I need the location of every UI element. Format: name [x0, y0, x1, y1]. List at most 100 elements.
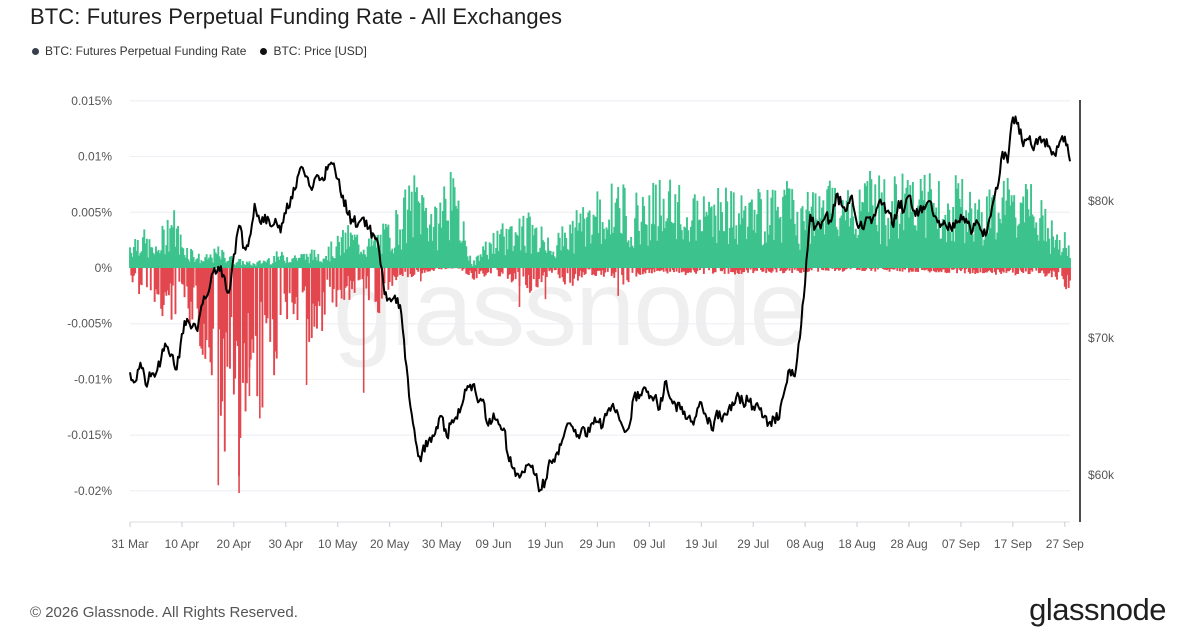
funding-bar-negative	[168, 268, 170, 296]
funding-bar-negative	[734, 268, 736, 275]
funding-bar-negative	[182, 268, 185, 285]
funding-bar-negative	[941, 268, 944, 270]
funding-bar-positive	[504, 255, 507, 268]
legend-item-funding-rate[interactable]: BTC: Futures Perpetual Funding Rate	[32, 44, 246, 58]
funding-bar-positive	[756, 214, 759, 268]
funding-bar-negative	[976, 268, 979, 274]
funding-bar-positive	[203, 261, 205, 268]
funding-bar-positive	[914, 225, 917, 268]
funding-bar-positive	[553, 256, 556, 268]
funding-bar-negative	[467, 268, 470, 276]
funding-bar-negative	[514, 268, 517, 280]
funding-bar-positive	[639, 244, 642, 268]
funding-bar-positive	[766, 189, 769, 268]
funding-bar-positive	[604, 239, 607, 268]
funding-bar-negative	[343, 268, 346, 300]
funding-bar-negative-spike	[518, 268, 521, 307]
funding-bar-negative	[771, 268, 774, 272]
funding-bar-negative	[915, 268, 918, 272]
funding-bar-positive	[966, 232, 969, 268]
funding-bar-negative	[540, 268, 543, 283]
funding-bar-negative	[266, 268, 269, 319]
funding-bar-negative	[428, 268, 431, 272]
funding-bar-negative	[627, 268, 630, 283]
funding-bar-positive	[221, 249, 224, 268]
funding-bar-negative	[331, 268, 334, 303]
funding-bar-positive	[860, 211, 862, 268]
funding-bar-negative	[858, 268, 861, 271]
funding-bar-negative	[682, 268, 685, 272]
funding-bar-positive	[628, 247, 631, 268]
funding-bar-positive	[1023, 222, 1026, 268]
funding-bar-negative	[971, 268, 974, 274]
funding-bar-positive	[623, 187, 626, 268]
funding-bar-negative	[696, 268, 699, 272]
funding-bar-positive	[260, 264, 263, 268]
funding-bar-negative	[1037, 268, 1040, 274]
funding-bar-negative	[874, 268, 877, 272]
funding-bar-positive	[508, 229, 511, 268]
funding-bar-negative	[393, 268, 396, 277]
funding-bar-negative	[745, 268, 748, 271]
funding-bar-positive	[430, 214, 433, 268]
funding-bar-positive	[983, 239, 986, 268]
funding-bar-negative	[466, 268, 469, 275]
funding-bar-negative	[218, 268, 221, 330]
funding-bar-negative	[332, 268, 335, 290]
funding-bar-negative	[686, 268, 688, 273]
funding-bar-positive	[1036, 234, 1039, 268]
funding-bar-positive	[579, 213, 582, 268]
funding-bar-positive	[444, 198, 447, 268]
funding-bar-negative	[1067, 268, 1070, 288]
x-tick-label: 20 Apr	[217, 537, 252, 551]
funding-bar-positive	[1018, 223, 1021, 268]
funding-bar-positive	[361, 254, 364, 268]
funding-bar-positive	[388, 237, 391, 268]
funding-bar-positive	[419, 234, 422, 268]
funding-bar-positive	[269, 264, 272, 268]
funding-bar-positive	[270, 264, 273, 268]
funding-bar-negative	[335, 268, 338, 307]
funding-bar-positive	[362, 249, 365, 268]
funding-bar-negative	[426, 268, 429, 272]
legend-item-price[interactable]: BTC: Price [USD]	[260, 44, 367, 58]
funding-bar-negative	[283, 268, 286, 294]
funding-bar-negative	[295, 268, 298, 298]
funding-bar-negative	[170, 268, 173, 320]
funding-bar-negative	[995, 268, 997, 275]
funding-bar-positive	[693, 194, 696, 268]
funding-bar-negative	[863, 268, 866, 271]
funding-bar-positive	[399, 229, 402, 268]
chart-legend: BTC: Futures Perpetual Funding Rate BTC:…	[32, 44, 367, 58]
funding-bar-negative	[988, 268, 991, 271]
funding-bar-negative	[201, 268, 204, 355]
funding-bar-positive	[1041, 215, 1044, 268]
funding-bar-positive	[340, 237, 343, 268]
funding-bar-negative	[937, 268, 940, 273]
funding-bar-positive	[927, 191, 930, 268]
funding-bar-positive	[787, 188, 790, 268]
funding-bar-positive	[1056, 234, 1058, 268]
funding-bar-positive	[404, 189, 407, 268]
funding-bar-positive	[280, 251, 283, 268]
funding-bar-positive	[683, 226, 686, 268]
funding-bar-positive	[431, 240, 434, 268]
funding-bar-positive	[327, 246, 330, 268]
funding-bar-positive	[578, 222, 581, 268]
funding-bar-negative	[683, 268, 686, 272]
funding-bar-positive	[976, 209, 979, 268]
funding-bar-negative	[222, 268, 225, 339]
funding-bar-positive	[747, 226, 749, 268]
funding-bar-positive	[1048, 238, 1051, 268]
funding-bar-negative	[985, 268, 988, 273]
funding-bar-positive	[236, 261, 239, 268]
funding-bar-positive	[936, 228, 939, 268]
funding-bar-negative	[234, 268, 237, 379]
funding-bar-negative	[288, 268, 291, 294]
funding-bar-positive	[837, 236, 840, 268]
page-title: BTC: Futures Perpetual Funding Rate - Al…	[30, 4, 563, 29]
funding-bar-negative	[788, 268, 791, 271]
funding-bar-negative	[969, 268, 971, 274]
funding-bar-negative	[313, 268, 316, 327]
